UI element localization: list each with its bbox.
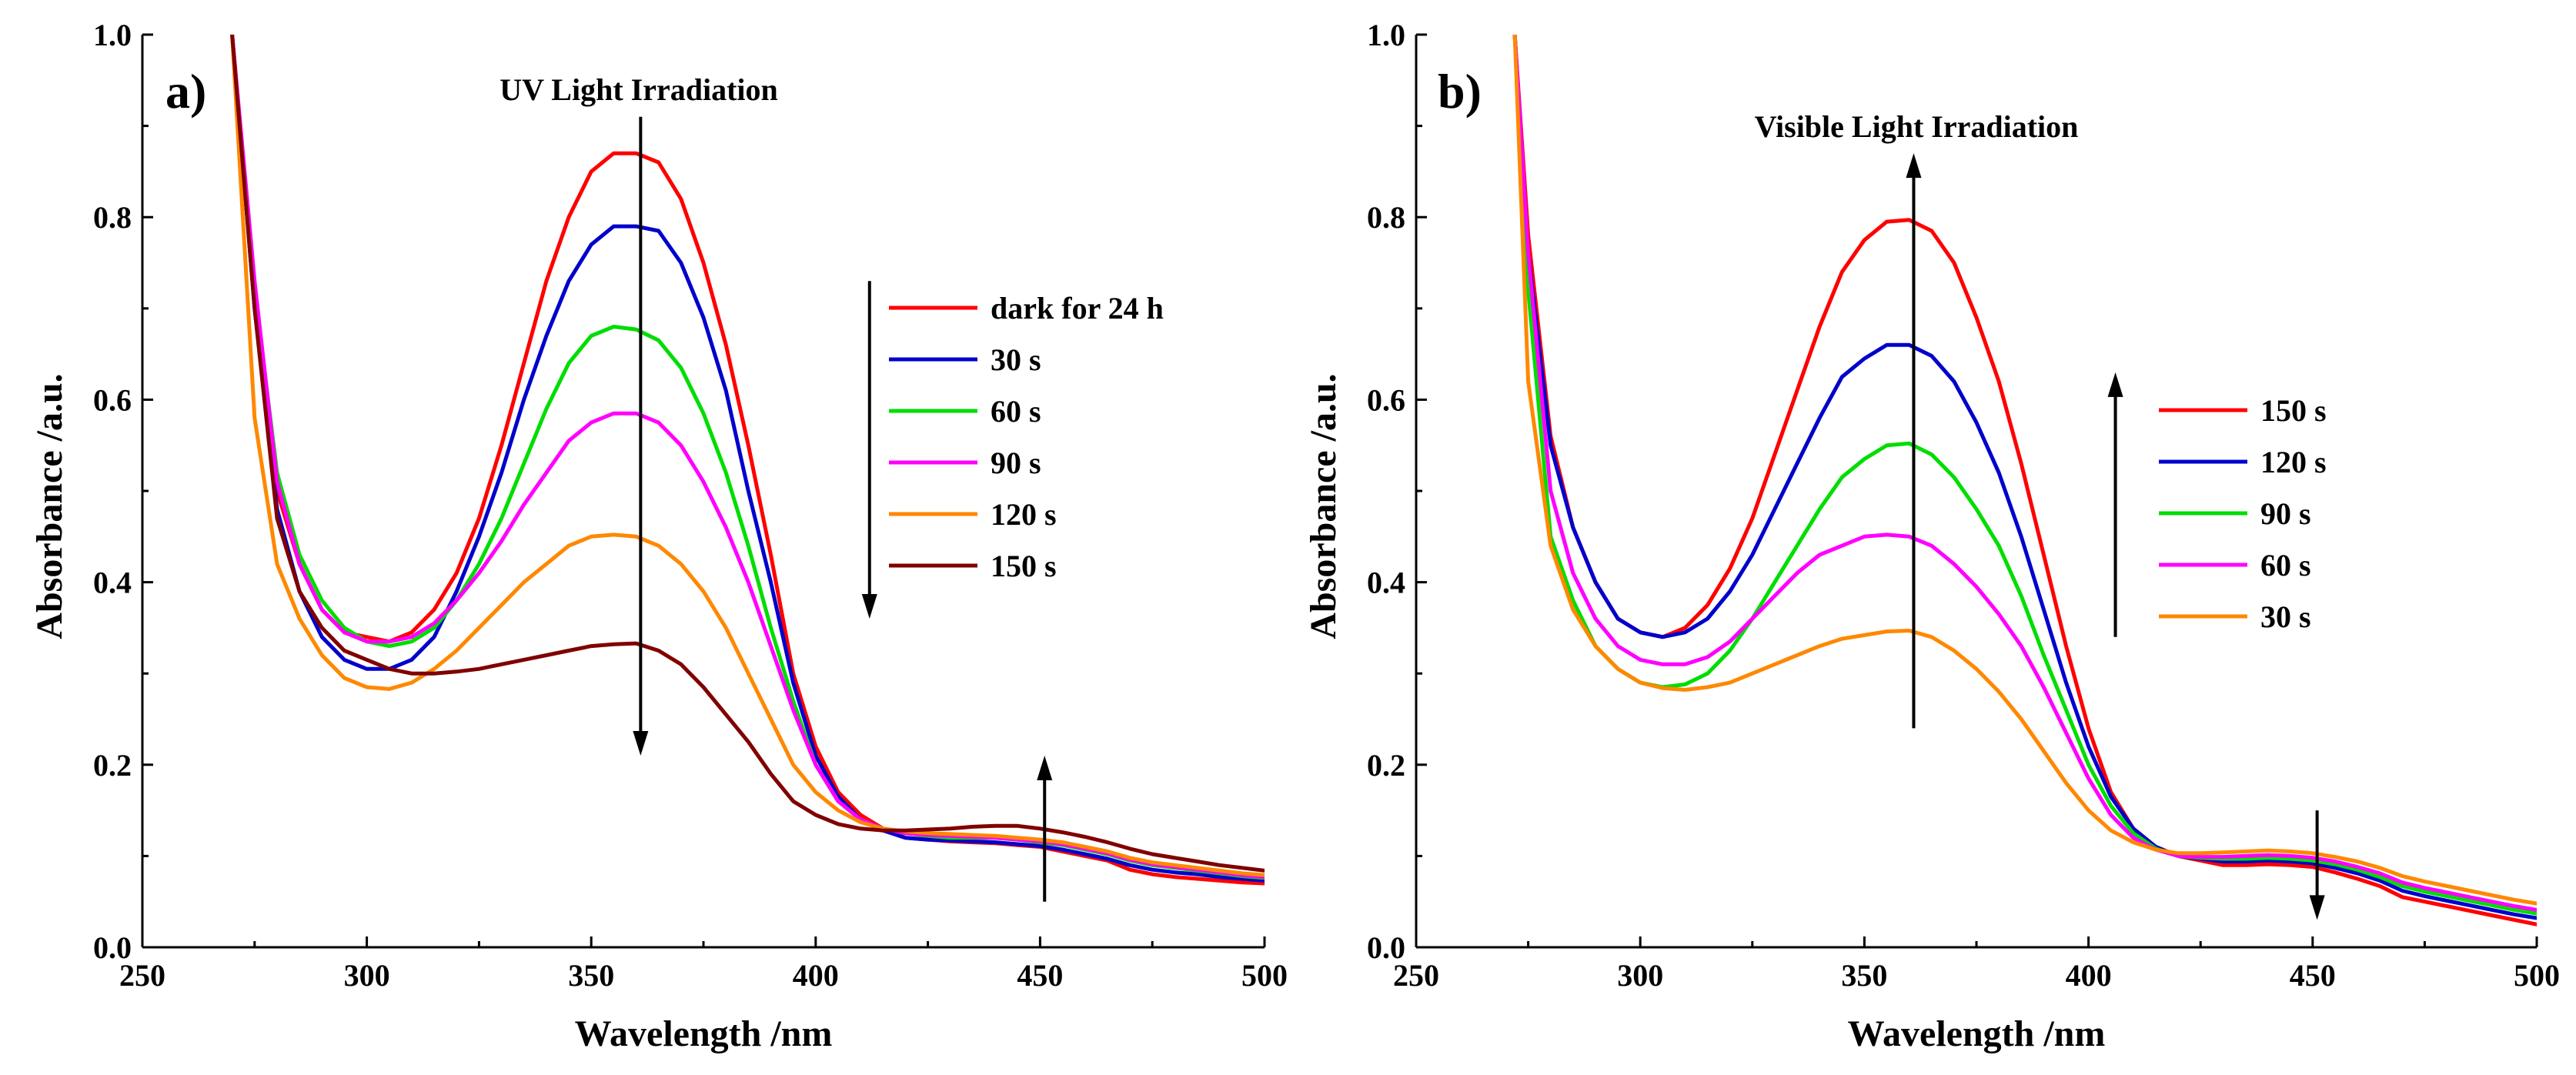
panel-b-y-axis-label: Absorbance /a.u.	[1303, 373, 1344, 639]
panel-a-legend-label-90-s: 90 s	[991, 446, 1041, 480]
panel-a-x-tick-label: 300	[344, 958, 390, 993]
panel-b-y-tick-label: 0.0	[1367, 930, 1405, 965]
panel-a-series-30-s	[230, 35, 1265, 883]
panel-a-series-dark-for-24-h	[230, 35, 1265, 886]
panel-a-series-120-s	[230, 35, 1265, 877]
panel-a-series-60-s	[230, 35, 1265, 880]
panel-a-legend: dark for 24 h 30 s 60 s 90 s 120 s 150 s	[889, 291, 1164, 583]
panel-b-x-tick-label: 450	[2290, 958, 2336, 993]
panel-b-annotation: Visible Light Irradiation	[1755, 109, 2079, 144]
panel-a-x-tick-label: 250	[119, 958, 165, 993]
panel-b: 250 300 350 400 450 500 0.0 0.2 0.4 0.6 0.8 1.0 Wave…	[1303, 18, 2560, 1054]
panel-b-y-tick-label: 1.0	[1367, 18, 1405, 52]
panel-b-series-60-s	[1512, 35, 2537, 912]
panel-b-x-tick-label: 300	[1617, 958, 1663, 993]
panel-a-y-axis-label: Absorbance /a.u.	[29, 373, 70, 639]
panel-b-y-tick-label: 0.6	[1367, 382, 1405, 417]
panel-b-legend-label-90-s: 90 s	[2260, 496, 2311, 531]
panel-a-legend-label-30-s: 30 s	[991, 342, 1041, 377]
panel-a-annotation: UV Light Irradiation	[499, 72, 778, 107]
panel-b-y-tick-label: 0.2	[1367, 748, 1405, 783]
panel-a-y-tick-label: 0.2	[93, 748, 132, 783]
panel-b-legend: 150 s 120 s 90 s 60 s 30 s	[2159, 393, 2327, 634]
panel-a-curves	[230, 35, 1265, 886]
panel-b-curves	[1512, 35, 2537, 926]
panel-b-series-120-s	[1512, 35, 2537, 920]
panel-a-legend-label-150-s: 150 s	[991, 549, 1057, 583]
panel-a-legend-label-60-s: 60 s	[991, 394, 1041, 429]
panel-b-y-tick-label: 0.8	[1367, 200, 1405, 235]
panel-b-x-tick-label: 350	[1841, 958, 1887, 993]
panel-a-arrow-down-icon	[861, 594, 877, 619]
panel-b-arrow-down-icon	[2309, 895, 2325, 920]
panel-a-series-150-s	[230, 35, 1265, 873]
panel-b-legend-label-30-s: 30 s	[2260, 599, 2311, 634]
panel-a-y-tick-label: 0.0	[93, 930, 132, 965]
panel-a-y-tick-label: 0.8	[93, 200, 132, 235]
panel-a-arrow-up-icon	[1037, 755, 1053, 780]
panel-b-x-tick-label: 400	[2066, 958, 2112, 993]
panel-b-series-150-s	[1512, 35, 2537, 926]
panel-a-x-tick-label: 400	[793, 958, 839, 993]
panel-b-series-30-s	[1512, 35, 2537, 906]
panel-a-x-tick-label: 500	[1241, 958, 1288, 993]
panel-b-x-tick-label: 250	[1393, 958, 1439, 993]
panel-b-label: b)	[1438, 64, 1482, 119]
panel-b-legend-label-150-s: 150 s	[2260, 393, 2327, 428]
panel-b-arrow-up-icon	[1906, 153, 1922, 179]
panel-b-series-90-s	[1512, 35, 2537, 916]
panel-a-x-axis-label: Wavelength /nm	[575, 1013, 833, 1054]
panel-a-y-tick-label: 1.0	[93, 18, 132, 52]
panel-a-arrow-down-icon	[633, 730, 649, 756]
panel-b-x-axis-label: Wavelength /nm	[1848, 1013, 2106, 1054]
panel-b-x-tick-label: 500	[2514, 958, 2560, 993]
panel-a-series-90-s	[230, 35, 1265, 880]
panel-a-y-tick-label: 0.6	[93, 382, 132, 417]
panel-b-legend-label-60-s: 60 s	[2260, 548, 2311, 583]
panel-b-arrow-up-icon	[2107, 372, 2123, 397]
panel-b-legend-label-120-s: 120 s	[2260, 445, 2327, 479]
panel-b-y-tick-label: 0.4	[1367, 566, 1405, 600]
panel-a-x-tick-label: 350	[568, 958, 614, 993]
panel-a-y-tick-label: 0.4	[93, 566, 132, 600]
panel-a: 250 300 350 400 450 500 0.0 0.2 0.4 0.6 0.8 1.0 Wave…	[29, 18, 1288, 1054]
panel-a-x-tick-label: 450	[1017, 958, 1063, 993]
panel-a-legend-label-120-s: 120 s	[991, 497, 1057, 532]
panel-a-label: a)	[165, 64, 206, 119]
panel-a-legend-label-dark-for-24-h: dark for 24 h	[991, 291, 1164, 326]
